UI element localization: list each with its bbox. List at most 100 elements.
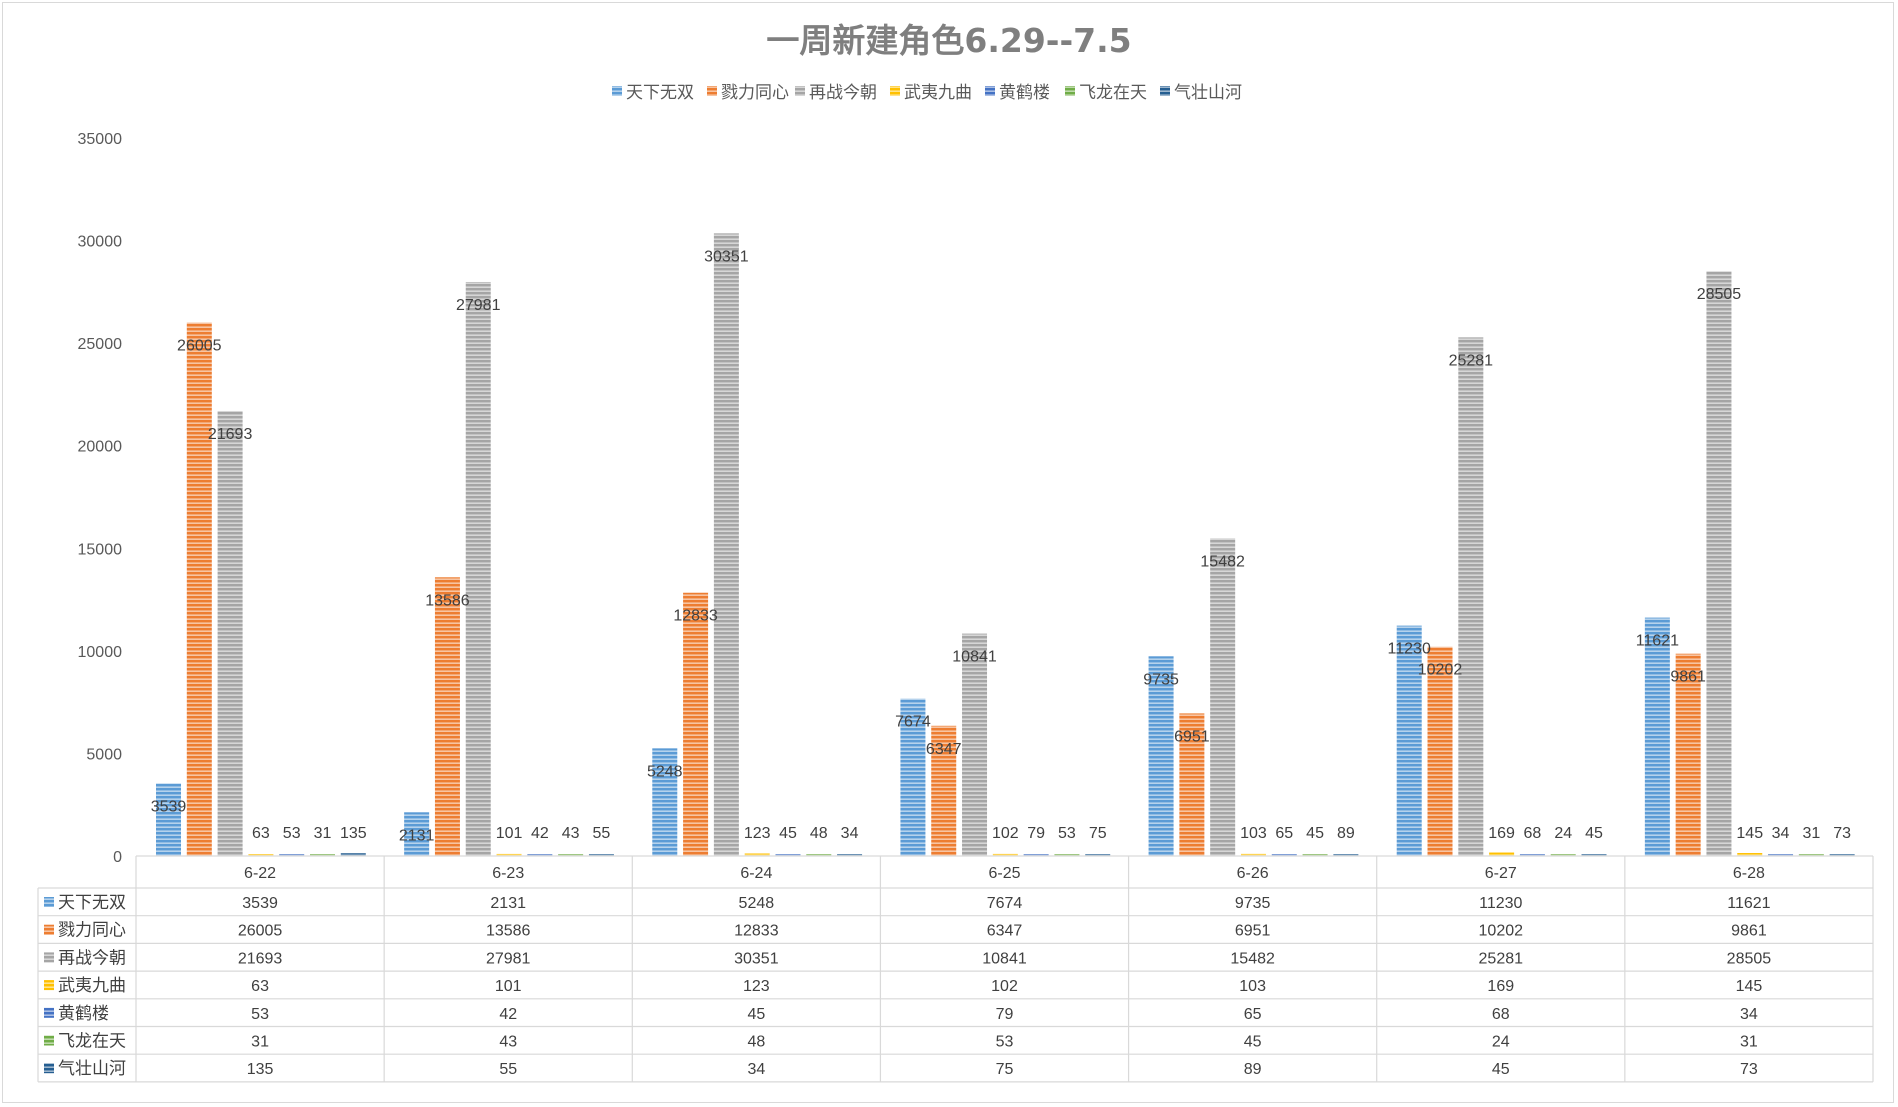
bar [1240, 853, 1266, 856]
table-cell: 45 [1492, 1061, 1510, 1078]
table-cell: 28505 [1727, 950, 1772, 967]
legend-label: 飞龙在天 [1079, 83, 1147, 103]
table-cell: 6951 [1235, 923, 1271, 940]
bar [837, 854, 863, 856]
bar [744, 853, 770, 856]
chart-title: 一周新建角色6.29--7.5 [766, 21, 1131, 60]
y-tick-label: 10000 [78, 644, 123, 661]
bar [1302, 854, 1328, 856]
data-label: 65 [1275, 825, 1293, 842]
x-tick-label: 6-27 [1485, 865, 1517, 882]
data-label: 10841 [952, 649, 997, 666]
table-cell: 9861 [1731, 923, 1767, 940]
bar [900, 698, 926, 856]
bar [1085, 854, 1111, 856]
bar [1550, 854, 1576, 856]
data-label: 63 [252, 825, 270, 842]
legend-swatch [795, 86, 805, 96]
bar [1644, 617, 1670, 856]
bar [683, 592, 709, 856]
bar [248, 854, 274, 856]
data-label: 21693 [208, 426, 253, 443]
data-label: 2131 [399, 827, 435, 844]
data-label: 5248 [647, 763, 683, 780]
legend-swatch [612, 86, 622, 96]
bar [1023, 854, 1049, 856]
data-label: 102 [992, 825, 1019, 842]
data-label: 30351 [704, 248, 749, 265]
table-legend-swatch [44, 980, 54, 991]
table-series-name: 再战今朝 [58, 948, 126, 968]
table-cell: 7674 [987, 895, 1023, 912]
x-tick-label: 6-28 [1733, 865, 1765, 882]
data-label: 55 [593, 825, 611, 842]
bar [962, 633, 988, 856]
legend-swatch [890, 86, 900, 96]
table-cell: 3539 [242, 895, 278, 912]
legend-item: 气壮山河 [1160, 83, 1242, 103]
legend-item: 再战今朝 [795, 83, 877, 103]
table-cell: 11621 [1727, 895, 1770, 912]
data-label: 53 [1058, 825, 1076, 842]
data-label: 79 [1027, 825, 1045, 842]
legend-label: 黄鹤楼 [999, 83, 1050, 103]
data-label: 145 [1736, 825, 1763, 842]
legend-item: 黄鹤楼 [985, 83, 1050, 103]
bar [1581, 854, 1607, 856]
table-cell: 26005 [238, 923, 283, 940]
bar [558, 854, 584, 856]
bar [1396, 625, 1422, 856]
table-cell: 27981 [486, 950, 531, 967]
table-cell: 135 [247, 1061, 274, 1078]
legend-swatch [1065, 86, 1075, 96]
bar [652, 748, 678, 856]
table-series-name: 天下无双 [58, 893, 126, 913]
table-cell: 79 [996, 1006, 1014, 1023]
table-cell: 34 [747, 1061, 765, 1078]
y-tick-label: 5000 [86, 746, 122, 763]
table-cell: 24 [1492, 1034, 1510, 1051]
table-cell: 169 [1487, 978, 1514, 995]
bar [1675, 653, 1701, 856]
table-cell: 53 [251, 1006, 269, 1023]
data-label: 53 [283, 825, 301, 842]
table-cell: 43 [499, 1034, 517, 1051]
table-cell: 13586 [486, 923, 531, 940]
table-legend-swatch [44, 1007, 54, 1018]
x-tick-label: 6-22 [244, 865, 276, 882]
bar [1489, 852, 1515, 856]
table-series-name: 飞龙在天 [58, 1032, 126, 1052]
data-label: 9735 [1143, 671, 1179, 688]
table-cell: 5248 [739, 895, 775, 912]
table-cell: 31 [1740, 1034, 1758, 1051]
table-cell: 102 [991, 978, 1018, 995]
table-cell: 30351 [734, 950, 779, 967]
bar [1054, 854, 1080, 856]
data-label: 123 [744, 825, 771, 842]
bar [1768, 854, 1794, 856]
table-cell: 101 [495, 978, 522, 995]
data-label: 101 [496, 825, 523, 842]
data-label: 103 [1240, 825, 1267, 842]
table-cell: 45 [1244, 1034, 1262, 1051]
table-legend-swatch [44, 1063, 54, 1074]
data-label: 169 [1488, 825, 1515, 842]
data-label: 6951 [1174, 728, 1210, 745]
table-cell: 145 [1736, 978, 1763, 995]
data-label: 25281 [1449, 352, 1494, 369]
table-cell: 12833 [734, 923, 779, 940]
table-cell: 45 [747, 1006, 765, 1023]
table-cell: 2131 [490, 895, 526, 912]
legend-swatch [985, 86, 995, 96]
bar [1210, 538, 1236, 856]
data-label: 15482 [1200, 553, 1245, 570]
legend-label: 天下无双 [626, 83, 694, 103]
table-legend-swatch [44, 1035, 54, 1046]
data-table: 6-22 6-23 6-24 6-25 6-26 6-27 6-28 天下无双 3539 2131… [37, 855, 1874, 1083]
table-legend-swatch [44, 924, 54, 935]
y-axis: 0 5000 10000 15000 20000 25000 30000 35000 [78, 131, 123, 866]
data-label: 48 [810, 825, 828, 842]
data-label: 34 [841, 825, 859, 842]
table-cell: 53 [996, 1034, 1014, 1051]
